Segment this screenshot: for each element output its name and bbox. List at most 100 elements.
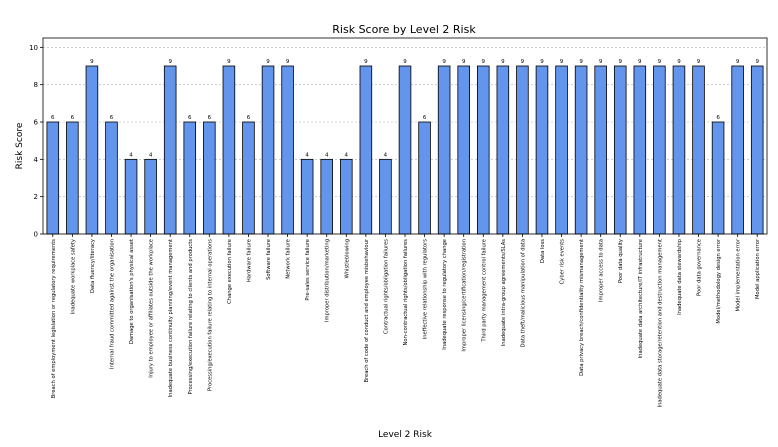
data-label: 9: [677, 59, 681, 65]
chart-title: Risk Score by Level 2 Risk: [332, 23, 476, 36]
data-label: 4: [129, 152, 133, 158]
x-tick-label: Inadequate intra-group agreements/SLAs: [501, 239, 507, 347]
data-label: 9: [599, 59, 603, 65]
bar: [124, 158, 138, 235]
bar: [535, 65, 549, 235]
bar: [496, 65, 510, 235]
data-label: 9: [90, 59, 94, 65]
x-tick-label: Non-contractual rights/obligation failur…: [403, 239, 409, 346]
data-label: 9: [403, 59, 407, 65]
x-tick-label: Software failure: [266, 239, 272, 280]
x-tick-label: Data theft/malicious manipulation of dat…: [520, 239, 526, 347]
x-tick-label: Network failure: [286, 239, 292, 279]
x-tick-label: Hardware failure: [246, 239, 252, 282]
data-label: 9: [266, 59, 270, 65]
bars: [46, 65, 764, 235]
bar: [398, 65, 412, 235]
x-tick-label: Processing/execution failure relating to…: [188, 239, 194, 395]
data-label: 4: [325, 152, 329, 158]
x-tick-label: Change execution failure: [227, 239, 233, 304]
y-tick-label: 2: [34, 193, 38, 201]
bar: [437, 65, 451, 235]
bar: [633, 65, 647, 235]
x-tick-label: Breach of code of conduct and employee m…: [364, 238, 370, 382]
y-tick-label: 6: [34, 119, 39, 127]
x-tick-label: Improper licensing/certification/registr…: [462, 239, 468, 352]
x-tick-label: Inadequate business continuity planning/…: [168, 239, 174, 397]
bar: [653, 65, 666, 235]
data-label: 4: [305, 152, 309, 158]
y-axis-label: Risk Score: [15, 122, 25, 169]
bar: [692, 65, 705, 235]
data-label: 6: [71, 115, 75, 121]
data-label: 9: [227, 59, 231, 65]
bar: [516, 65, 529, 235]
x-tick-label: Pre-sales service failure: [305, 239, 311, 301]
bar: [613, 65, 627, 235]
data-label: 9: [482, 59, 486, 65]
data-label: 9: [442, 59, 446, 65]
y-tick-label: 8: [34, 81, 38, 89]
y-tick-label: 0: [34, 231, 38, 239]
bar: [105, 121, 118, 235]
bar: [300, 158, 314, 235]
x-tick-label: Data fluency/literacy: [90, 239, 96, 293]
bar: [340, 158, 353, 235]
bar: [379, 158, 392, 235]
x-tick-label: Poor data governance: [697, 239, 703, 296]
data-label: 9: [521, 59, 525, 65]
x-axis-ticks: Breach of employment legislation or regu…: [51, 234, 761, 407]
bar: [261, 65, 275, 235]
bar: [46, 121, 60, 235]
y-tick-label: 10: [29, 44, 38, 52]
x-tick-label: Third party management control failure: [481, 239, 487, 343]
data-label: 9: [286, 59, 290, 65]
bar: [66, 121, 79, 235]
data-label: 6: [51, 115, 55, 121]
bar: [418, 121, 431, 235]
bar: [242, 121, 255, 235]
data-label: 4: [384, 152, 388, 158]
bar: [476, 65, 490, 235]
data-label: 9: [462, 59, 466, 65]
x-tick-label: Damage to organisation's physical asset: [129, 239, 135, 344]
bar: [359, 65, 373, 235]
y-axis-ticks: 0 2 4 6 8 10: [29, 44, 43, 239]
data-label: 9: [364, 59, 368, 65]
x-tick-label: Cyber risk events: [560, 239, 566, 285]
x-tick-label: Model implementation error: [736, 238, 742, 311]
bar: [203, 121, 216, 235]
x-tick-label: Inadequate response to regulatory change: [442, 239, 448, 350]
bar: [183, 121, 197, 235]
data-label: 6: [716, 115, 720, 121]
bar: [594, 65, 607, 235]
x-tick-label: Poor data quality: [618, 239, 624, 283]
x-axis-label: Level 2 Risk: [378, 430, 433, 440]
bar: [144, 158, 157, 235]
x-tick-label: Inadequate data stewardship: [677, 238, 683, 315]
bar: [750, 65, 764, 235]
x-tick-label: Inadequate data storage/retention and de…: [657, 239, 663, 407]
data-label: 6: [110, 115, 114, 121]
bar: [731, 65, 744, 235]
data-label: 9: [697, 59, 701, 65]
x-tick-label: Contractual rights/obligation failures: [383, 239, 389, 334]
data-label: 9: [168, 59, 172, 65]
x-tick-label: Breach of employment legislation or regu…: [51, 239, 57, 399]
data-label: 9: [755, 59, 759, 65]
x-tick-label: Internal fraud committed against the org…: [109, 239, 115, 369]
data-label: 9: [658, 59, 662, 65]
data-label: 4: [345, 152, 349, 158]
bar: [320, 158, 334, 235]
data-label: 9: [638, 59, 642, 65]
data-label: 6: [208, 115, 212, 121]
x-tick-label: Processing/execution failure relating to…: [207, 239, 213, 391]
y-tick-label: 4: [34, 156, 39, 164]
data-label: 9: [736, 59, 740, 65]
bar: [711, 121, 725, 235]
bar: [281, 65, 294, 235]
x-tick-label: Data privacy breach/confidentiality mism…: [579, 239, 585, 376]
x-tick-label: Improper access to data: [599, 239, 605, 302]
bar: [574, 65, 588, 235]
data-labels: 6 6 9 6 4 4 9 6 6 9 6 9 9 4 4 4 9 4 9 6 9 9 9 9 9 9 9 9 9 9 9 9 9 9 6 9 9: [51, 59, 759, 158]
